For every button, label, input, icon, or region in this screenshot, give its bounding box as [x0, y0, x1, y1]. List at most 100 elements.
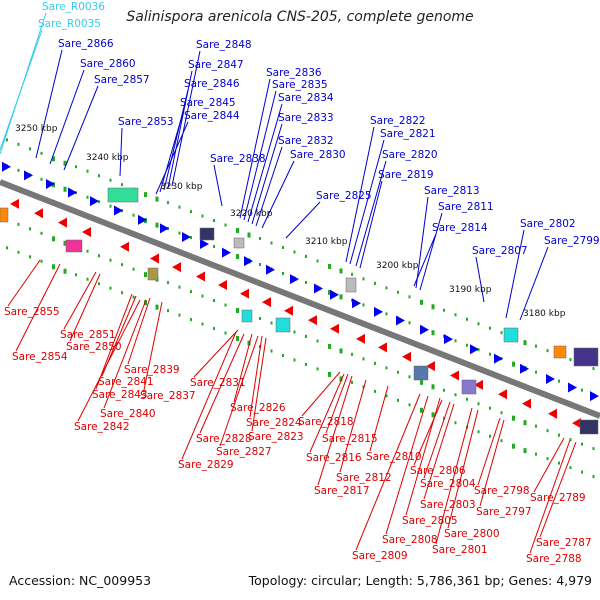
gene-block: [413, 365, 429, 381]
forward-gene-arrow: [24, 170, 33, 181]
leader-line: [345, 126, 375, 263]
tick-dot: [52, 182, 55, 188]
tick-dot: [305, 334, 307, 338]
tick-dot: [558, 379, 560, 383]
tick-dot: [282, 245, 284, 249]
tick-dot: [259, 237, 261, 241]
reverse-gene-arrow: [82, 226, 91, 237]
tick-dot: [408, 403, 411, 407]
forward-gene-label: Sare_2825: [316, 190, 372, 202]
gene-block: [199, 227, 215, 241]
tick-dot: [500, 439, 503, 443]
tick-dot: [29, 227, 31, 231]
tick-dot: [592, 475, 595, 479]
leader-line: [325, 373, 349, 434]
tick-dot: [362, 303, 365, 307]
tick-dot: [500, 411, 503, 415]
leader-line: [249, 335, 263, 418]
forward-gene-label: Sare_2835: [272, 79, 328, 91]
forward-gene-label: Sare_2820: [382, 149, 438, 161]
reverse-gene-arrow: [196, 271, 205, 282]
leader-line: [63, 271, 97, 330]
scale-label: 3200 kbp: [376, 261, 419, 271]
reverse-gene-label: Sare_2828: [196, 433, 252, 445]
gene-block: [573, 347, 599, 367]
tick-dot: [351, 352, 353, 356]
tick-dot: [155, 196, 159, 202]
tick-dot: [535, 452, 537, 456]
tick-dot: [132, 267, 135, 271]
reverse-gene-label: Sare_2823: [248, 431, 304, 443]
tick-dot: [40, 177, 43, 181]
tick-dot: [178, 231, 181, 235]
tick-dot: [546, 349, 549, 353]
forward-gene-arrow: [244, 256, 253, 267]
forward-gene-arrow: [470, 344, 479, 355]
forward-gene-arrow: [330, 289, 339, 300]
tick-dot: [477, 402, 480, 406]
reverse-gene-arrow: [402, 351, 411, 362]
tick-dot: [420, 407, 423, 413]
leader-line: [199, 333, 245, 434]
tick-dot: [397, 290, 399, 294]
tick-dot: [282, 353, 284, 357]
tick-dot: [190, 318, 192, 322]
tick-dot: [17, 168, 20, 172]
reverse-gene-label: Sare_2817: [314, 485, 370, 497]
topology-summary: Topology: circular; Length: 5,786,361 bp…: [248, 573, 592, 588]
forward-gene-label: Sare_2819: [378, 169, 434, 181]
tick-dot: [558, 461, 560, 465]
tick-dot: [52, 264, 55, 270]
gene-block: [107, 187, 139, 203]
scale-label: 3190 kbp: [449, 285, 492, 295]
tick-dot: [121, 183, 123, 187]
tick-dot: [236, 254, 239, 260]
tick-dot: [385, 394, 388, 398]
forward-gene-arrow: [160, 223, 169, 234]
leader-line: [163, 89, 189, 191]
leader-line: [0, 29, 43, 151]
reverse-gene-arrow: [10, 198, 19, 209]
tick-dot: [224, 223, 227, 227]
reverse-gene-label: Sare_2797: [476, 506, 532, 518]
tick-dot: [86, 277, 89, 281]
tick-dot: [443, 388, 445, 392]
leader-line: [539, 441, 577, 538]
leader-line: [359, 180, 383, 269]
tick-dot: [6, 138, 8, 142]
leader-line: [385, 395, 429, 535]
forward-gene-arrow: [568, 382, 577, 393]
leader-line: [413, 399, 443, 466]
forward-gene-arrow: [90, 196, 99, 207]
tick-dot: [236, 336, 239, 342]
tick-dot: [489, 326, 491, 330]
tick-dot: [121, 263, 123, 267]
forward-gene-arrow: [290, 274, 299, 285]
accession-text: Accession: NC_009953: [9, 573, 152, 588]
tick-dot: [144, 218, 147, 224]
tick-dot: [351, 380, 353, 384]
leader-line: [159, 108, 185, 193]
reverse-gene-arrow: [450, 370, 459, 381]
leader-line: [239, 78, 271, 219]
tick-dot: [236, 308, 239, 314]
reverse-gene-label: Sare_2815: [322, 433, 378, 445]
tick-dot: [270, 349, 273, 353]
forward-gene-arrow: [520, 363, 529, 374]
tick-dot: [420, 299, 423, 305]
leader-line: [339, 379, 367, 473]
tick-dot: [213, 219, 215, 223]
reverse-gene-arrow: [548, 408, 557, 419]
gene-block: [147, 267, 159, 281]
reverse-gene-label: Sare_2809: [352, 550, 408, 562]
reverse-gene-label: Sare_2787: [536, 537, 592, 549]
forward-gene-arrow: [374, 306, 383, 317]
tick-dot: [29, 147, 31, 151]
reverse-gene-label: Sare_2826: [230, 402, 286, 414]
tick-dot: [477, 348, 480, 352]
reverse-gene-arrow: [378, 342, 387, 353]
tick-dot: [374, 361, 376, 365]
tick-dot: [305, 362, 307, 366]
scale-label: 3210 kbp: [305, 237, 348, 247]
reverse-gene-arrow: [120, 241, 129, 252]
